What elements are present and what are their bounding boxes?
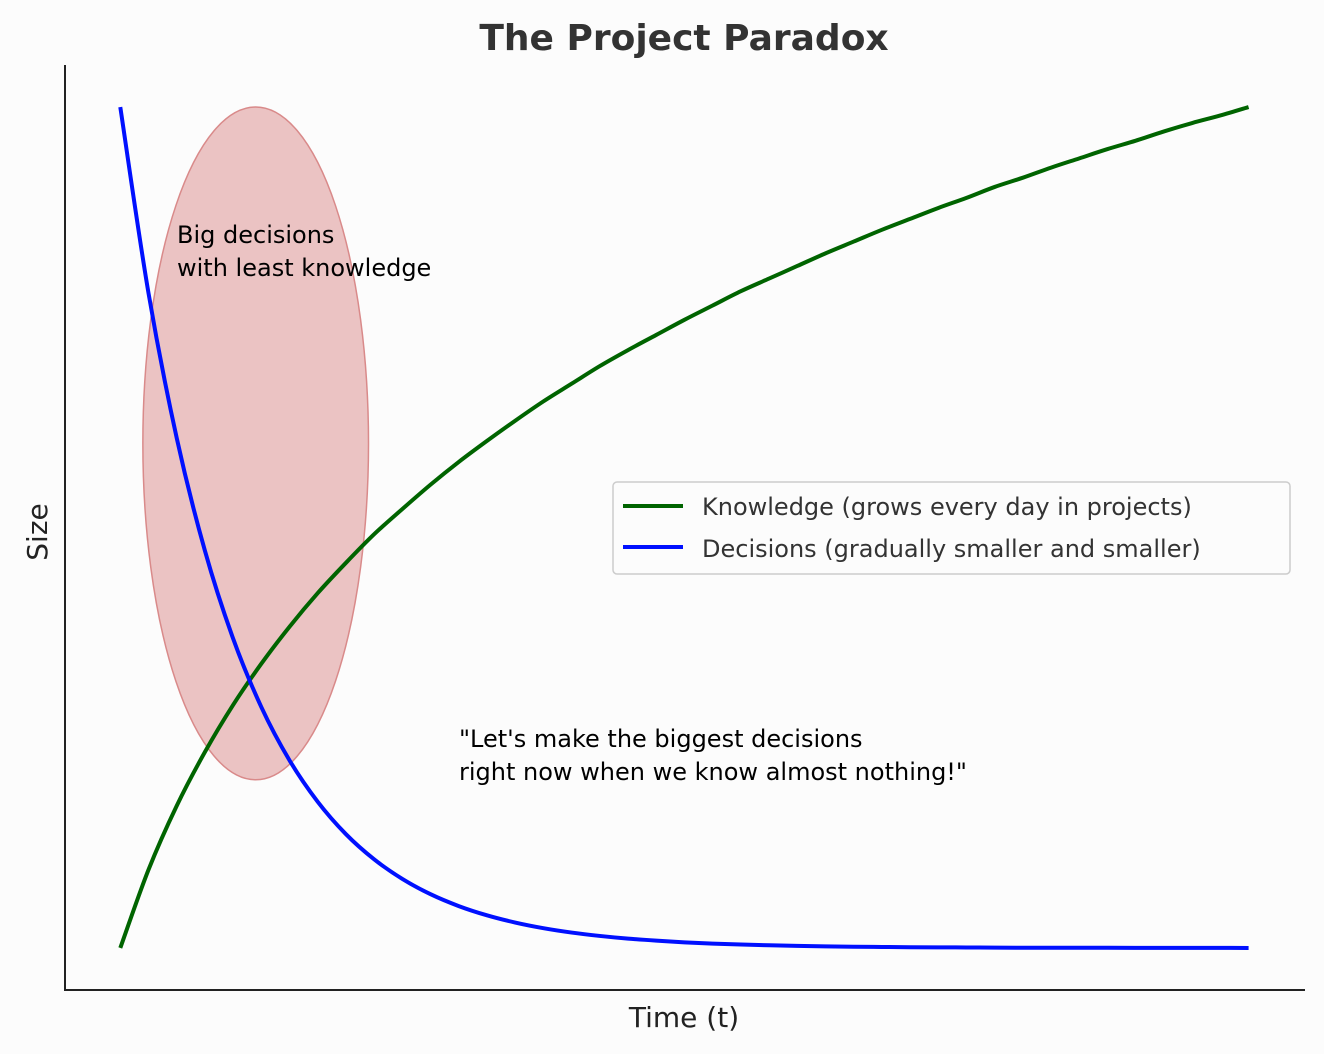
x-axis-label: Time (t) — [628, 1001, 739, 1034]
annotation-big-decisions: Big decisions with least knowledge — [177, 221, 431, 282]
annotation-line: "Let's make the biggest decisions — [459, 725, 863, 753]
chart-title: The Project Paradox — [479, 18, 888, 59]
legend-label-decisions: Decisions (gradually smaller and smaller… — [702, 535, 1201, 563]
legend-frame — [612, 481, 1291, 575]
y-axis-label: Size — [21, 503, 54, 560]
highlight-ellipse — [142, 106, 370, 781]
series-line-knowledge — [118, 105, 1250, 949]
series-layer — [118, 105, 1250, 950]
annotation-quote: "Let's make the biggest decisions right … — [459, 725, 967, 786]
legend: Knowledge (grows every day in projects) … — [612, 481, 1291, 575]
annotation-line: with least knowledge — [177, 254, 431, 282]
annotation-line: right now when we know almost nothing!" — [459, 758, 967, 786]
annotation-line: Big decisions — [177, 221, 334, 249]
legend-label-knowledge: Knowledge (grows every day in projects) — [702, 493, 1192, 521]
series-line-decisions — [118, 106, 1249, 950]
